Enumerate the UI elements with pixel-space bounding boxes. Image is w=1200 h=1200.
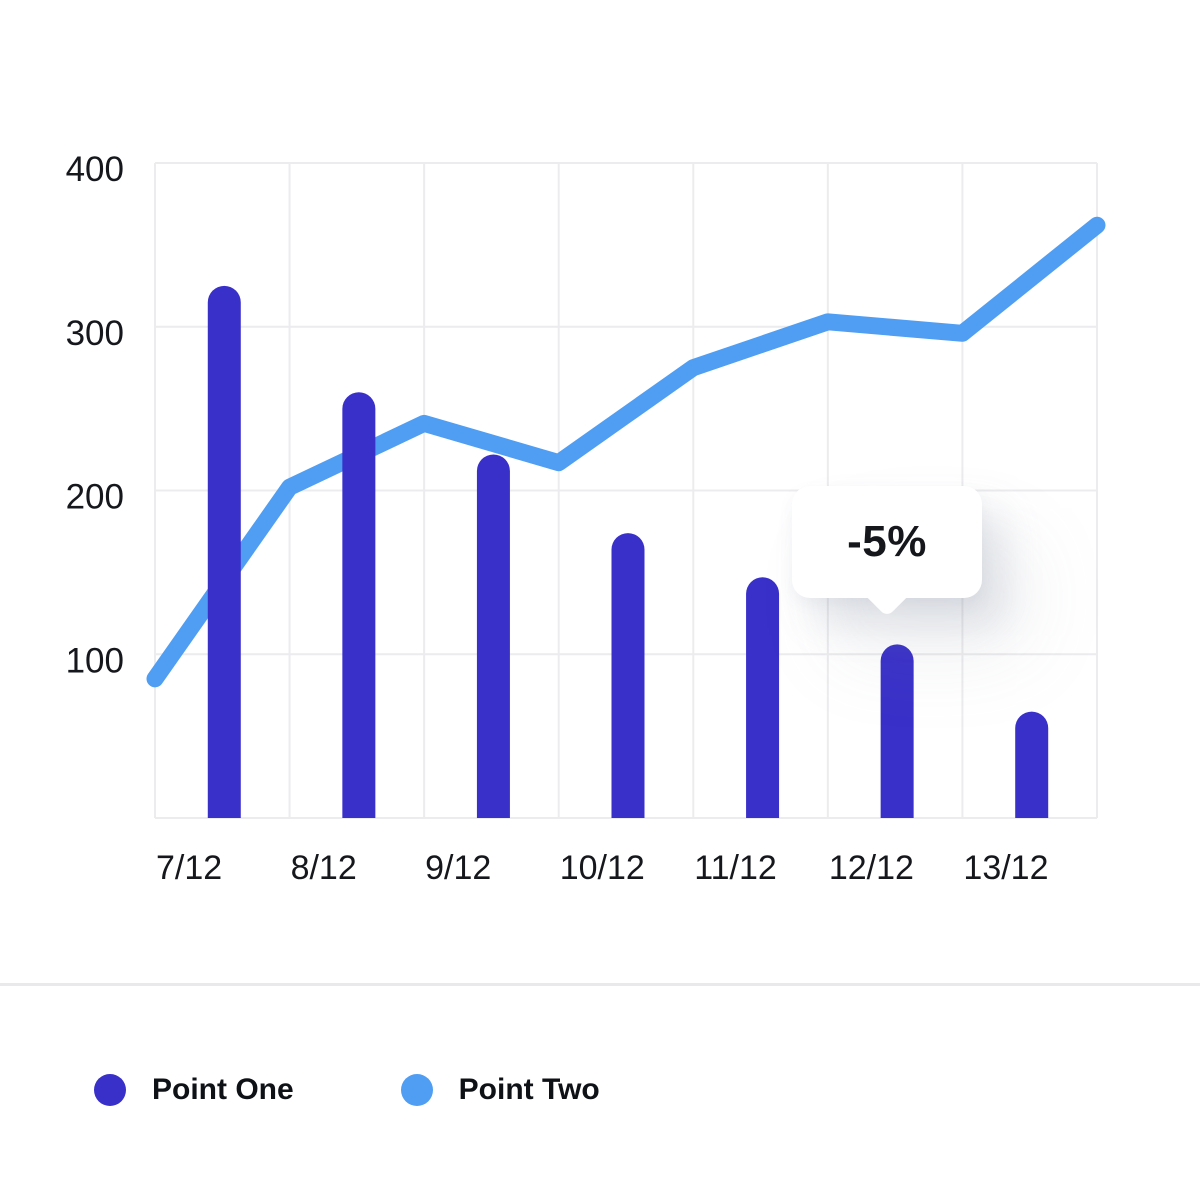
legend-dot-point-one-icon: [94, 1074, 126, 1106]
x-tick-label: 8/12: [291, 849, 357, 887]
x-tick-label: 7/12: [156, 849, 222, 887]
x-tick-label: 10/12: [560, 849, 645, 887]
tooltip-value: -5%: [847, 517, 927, 566]
x-tick-label: 9/12: [425, 849, 491, 887]
legend-label-point-two: Point Two: [458, 1073, 600, 1106]
bar-9/12[interactable]: [476, 454, 510, 818]
x-tick-label: 11/12: [694, 849, 777, 887]
bar-8/12[interactable]: [342, 392, 376, 818]
x-axis-labels: 7/12 8/12 9/12 10/12 11/12 12/12 13/12: [156, 849, 1049, 887]
bar-series-point-one: [207, 285, 1049, 818]
chart-legend: Point One Point Two: [94, 1072, 600, 1108]
y-tick-label: 200: [66, 478, 124, 517]
bar-11/12[interactable]: [746, 577, 780, 818]
legend-item-point-one[interactable]: Point One: [94, 1072, 294, 1108]
bar-7/12[interactable]: [207, 285, 241, 818]
tooltip: -5%: [792, 486, 982, 618]
x-tick-label: 12/12: [829, 849, 914, 887]
y-tick-label: 300: [66, 314, 124, 353]
bar-13/12[interactable]: [1015, 711, 1049, 818]
bar-12/12[interactable]: [880, 644, 914, 818]
gridlines: [154, 162, 1098, 819]
legend-label-point-one: Point One: [152, 1073, 294, 1106]
line-series-point-two[interactable]: [146, 216, 1106, 688]
y-tick-label: 100: [66, 641, 124, 680]
divider: [0, 983, 1200, 986]
legend-item-point-two[interactable]: Point Two: [400, 1072, 600, 1108]
y-axis-labels: 100 200 300 400: [66, 150, 124, 680]
x-tick-label: 13/12: [963, 849, 1048, 887]
combo-chart: 100 200 300 400 7/12 8/12 9/12 10/12 11/12 12/12 1…: [66, 150, 1106, 887]
bar-10/12[interactable]: [611, 533, 645, 818]
legend-dot-point-two-icon: [400, 1074, 433, 1106]
y-tick-label: 400: [66, 150, 124, 189]
